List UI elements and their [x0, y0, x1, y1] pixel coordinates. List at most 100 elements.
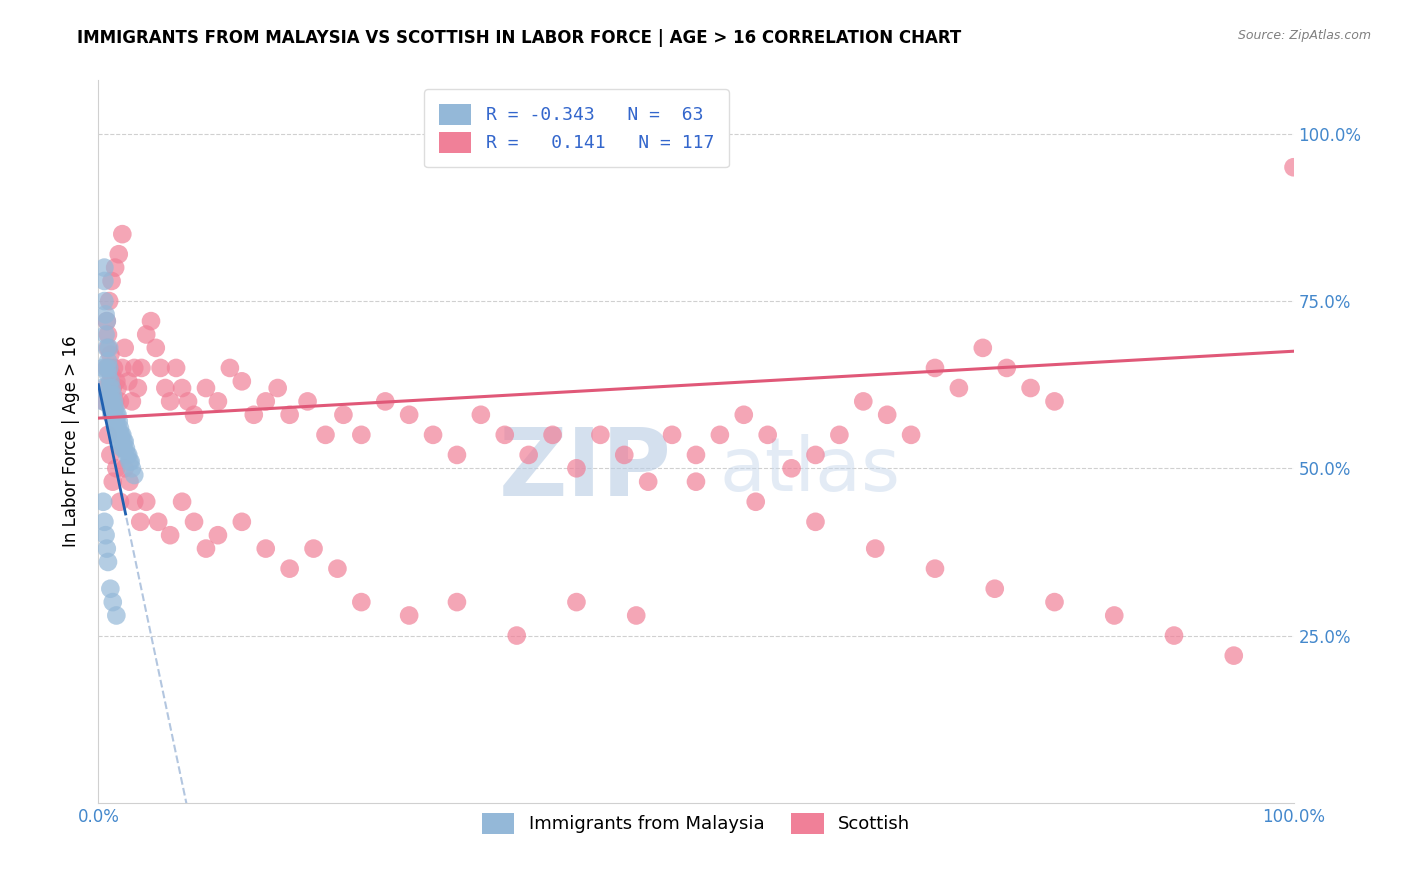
Point: [105, 461, 128, 475]
Point: [108, 427, 131, 442]
Point: [107, 421, 129, 435]
Point: [93, 515, 115, 529]
Point: [183, 408, 205, 422]
Text: atlas: atlas: [720, 434, 901, 507]
Point: [350, 427, 373, 442]
Point: [124, 467, 146, 482]
Point: [98, 294, 121, 309]
Point: [541, 427, 564, 442]
Point: [110, 427, 132, 442]
Point: [108, 434, 131, 449]
Point: [565, 461, 588, 475]
Point: [114, 461, 136, 475]
Point: [422, 427, 444, 442]
Point: [121, 394, 143, 409]
Point: [398, 608, 420, 623]
Point: [94, 327, 117, 342]
Point: [105, 408, 128, 422]
Point: [104, 414, 127, 429]
Point: [127, 381, 149, 395]
Point: [114, 434, 136, 449]
Point: [97, 555, 120, 569]
Point: [105, 375, 128, 389]
Point: [108, 494, 131, 508]
Point: [91, 394, 114, 409]
Point: [865, 541, 887, 556]
Point: [159, 528, 181, 542]
Point: [685, 448, 707, 462]
Point: [98, 401, 122, 416]
Point: [104, 260, 127, 275]
Point: [517, 448, 540, 462]
Point: [852, 394, 875, 409]
Point: [97, 327, 120, 342]
Text: Source: ZipAtlas.com: Source: ZipAtlas.com: [1237, 29, 1371, 42]
Point: [100, 394, 122, 409]
Point: [107, 408, 129, 422]
Point: [97, 368, 120, 382]
Point: [900, 427, 922, 442]
Point: [98, 381, 121, 395]
Point: [96, 541, 118, 556]
Point: [948, 381, 970, 395]
Point: [111, 442, 134, 455]
Point: [96, 314, 118, 328]
Point: [108, 421, 131, 435]
Point: [984, 582, 1007, 596]
Text: ZIP: ZIP: [499, 425, 672, 516]
Point: [709, 427, 731, 442]
Point: [93, 394, 115, 409]
Point: [637, 475, 659, 489]
Point: [118, 455, 141, 469]
Point: [96, 341, 118, 355]
Point: [231, 375, 253, 389]
Point: [96, 314, 118, 328]
Point: [111, 361, 134, 376]
Point: [589, 427, 612, 442]
Point: [350, 595, 373, 609]
Point: [118, 475, 141, 489]
Point: [254, 394, 277, 409]
Point: [148, 515, 170, 529]
Point: [98, 361, 121, 376]
Point: [207, 394, 229, 409]
Point: [105, 414, 128, 429]
Point: [1282, 161, 1305, 175]
Point: [828, 427, 851, 442]
Point: [254, 541, 277, 556]
Point: [100, 274, 122, 288]
Point: [98, 348, 122, 362]
Point: [733, 408, 755, 422]
Point: [98, 341, 121, 355]
Point: [195, 381, 218, 395]
Point: [135, 327, 157, 342]
Point: [804, 515, 827, 529]
Point: [326, 562, 349, 576]
Point: [1043, 394, 1066, 409]
Point: [565, 595, 588, 609]
Point: [446, 448, 468, 462]
Point: [131, 361, 153, 376]
Point: [661, 427, 683, 442]
Point: [177, 394, 200, 409]
Point: [297, 394, 319, 409]
Point: [98, 375, 122, 389]
Point: [780, 461, 803, 475]
Point: [121, 461, 143, 475]
Point: [93, 274, 115, 288]
Point: [195, 541, 218, 556]
Point: [94, 381, 117, 395]
Point: [96, 361, 118, 376]
Point: [804, 448, 827, 462]
Point: [91, 381, 114, 395]
Point: [97, 341, 120, 355]
Point: [149, 361, 172, 376]
Point: [207, 528, 229, 542]
Y-axis label: In Labor Force | Age > 16: In Labor Force | Age > 16: [62, 335, 80, 548]
Point: [446, 595, 468, 609]
Point: [112, 434, 135, 449]
Point: [745, 494, 768, 508]
Point: [103, 394, 125, 409]
Point: [101, 387, 124, 401]
Point: [398, 408, 420, 422]
